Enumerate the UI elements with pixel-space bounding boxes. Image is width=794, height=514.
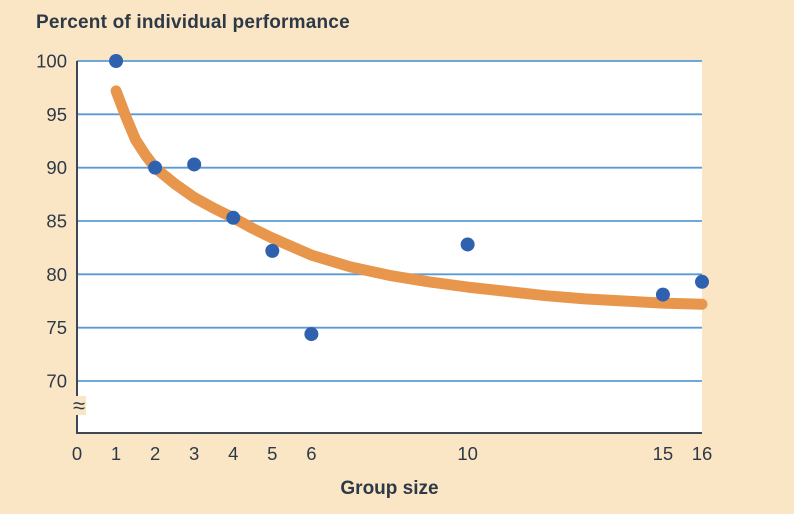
- x-tick-label: 16: [692, 443, 713, 464]
- x-tick-label: 1: [111, 443, 121, 464]
- data-point: [226, 210, 241, 225]
- y-tick-label: 75: [46, 317, 67, 338]
- data-point: [460, 237, 475, 252]
- x-tick-label: 5: [267, 443, 277, 464]
- y-tick-label: 85: [46, 211, 67, 232]
- x-tick-label: 15: [653, 443, 674, 464]
- x-tick-label: 4: [228, 443, 238, 464]
- y-tick-label: 80: [46, 264, 67, 285]
- plot-area: [77, 61, 702, 433]
- x-tick-label: 6: [306, 443, 316, 464]
- y-tick-label: 90: [46, 157, 67, 178]
- data-point: [148, 160, 163, 175]
- x-tick-label: 2: [150, 443, 160, 464]
- x-tick-label: 0: [72, 443, 82, 464]
- x-tick-label: 3: [189, 443, 199, 464]
- data-point: [695, 274, 709, 289]
- y-tick-label: 100: [36, 51, 67, 72]
- data-point: [109, 54, 124, 68]
- data-point: [304, 327, 319, 342]
- axis-break-icon: ≈: [73, 393, 85, 418]
- data-point: [187, 157, 202, 172]
- axis-break-gap: [68, 396, 86, 415]
- data-point: [655, 287, 670, 302]
- x-axis-title: Group size: [340, 478, 439, 499]
- x-tick-label: 10: [457, 443, 478, 464]
- chart-title: Percent of individual performance: [36, 12, 350, 33]
- data-point: [265, 243, 280, 258]
- y-tick-label: 70: [46, 371, 67, 392]
- y-tick-label: 95: [46, 104, 67, 125]
